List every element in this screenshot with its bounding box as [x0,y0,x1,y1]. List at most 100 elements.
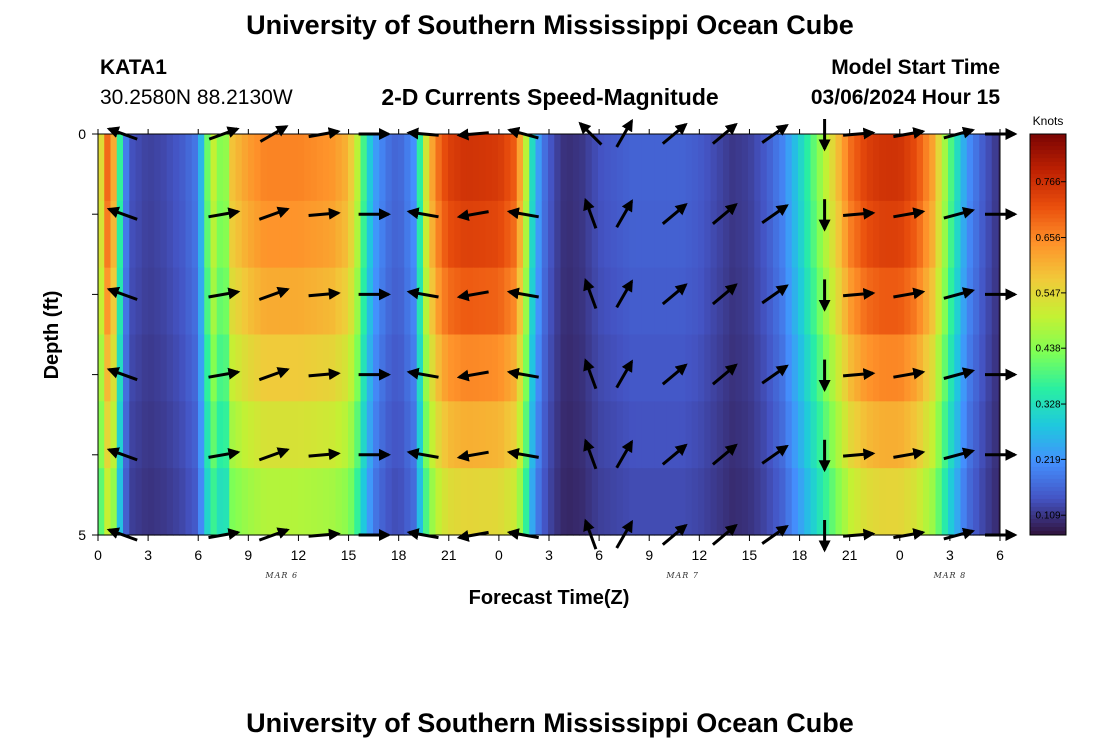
heatmap-cell [441,267,449,336]
heatmap-cell [748,334,755,402]
current-arrow [615,439,633,469]
colorbar-tick-label: 0.656 [1035,233,1060,244]
current-arrow [506,287,539,300]
heatmap-cell [429,134,437,202]
heatmap-cell [985,134,993,202]
heatmap-cell [385,334,393,402]
heatmap-cell [291,468,299,536]
heatmap-cell [123,401,130,469]
heatmap-cell [366,334,374,402]
x-tick-label: 15 [742,547,758,563]
current-arrow [456,369,489,382]
heatmap-cell [816,200,824,269]
colorbar-step [1030,186,1066,191]
colorbar-step [1030,346,1066,352]
heatmap-cell [891,267,899,336]
heatmap-cell [573,468,580,536]
heatmap-cell [354,134,362,202]
heatmap-cell [354,468,362,536]
heatmap-cell [110,401,118,469]
heatmap-cell [185,200,193,269]
heatmap-cell [423,200,430,269]
heatmap-cell [485,334,493,402]
heatmap-cell [923,200,930,269]
heatmap-cell [416,468,424,536]
heatmap-cell [316,267,324,336]
heatmap-cell [804,134,812,202]
heatmap-cell [123,267,130,336]
heatmap-cell [510,468,518,536]
heatmap-cell [604,267,612,336]
heatmap-cell [273,134,280,202]
heatmap-cell [185,334,193,402]
heatmap-cell [760,200,768,269]
colorbar-step [1030,478,1066,484]
heatmap-cell [135,401,143,469]
heatmap-cell [173,468,180,536]
heatmap-cell [285,200,293,269]
heatmap-cell [173,267,180,336]
heatmap-cell [948,468,955,536]
heatmap-cell [898,334,905,402]
heatmap-cell [123,134,130,202]
heatmap-cell [629,200,637,269]
heatmap-cell [498,267,505,336]
heatmap-cell [898,267,905,336]
heatmap-cell [598,401,605,469]
heatmap-cell [329,267,337,336]
heatmap-cell [223,468,230,536]
heatmap-cell [560,334,568,402]
current-vectors [106,118,1018,553]
colorbar-step [1030,522,1066,528]
heatmap-cell [591,200,599,269]
heatmap-cell [216,200,224,269]
heatmap-cell [198,267,205,336]
heatmap-cell [141,200,149,269]
heatmap-cell [410,134,418,202]
heatmap-cell [235,267,243,336]
heatmap-cell [129,401,137,469]
x-tick-label: 6 [595,547,603,563]
heatmap-cell [529,267,537,336]
heatmap-cell [635,200,643,269]
heatmap-cell [391,267,399,336]
heatmap-cell [554,200,562,269]
heatmap-cell [735,267,743,336]
heatmap-cell [404,267,412,336]
heatmap-cell [560,468,568,536]
heatmap-cell [298,334,305,402]
heatmap-cell [666,200,674,269]
heatmap-cell [910,334,918,402]
heatmap-cell [623,401,630,469]
heatmap-cell [573,200,580,269]
heatmap-cell [260,134,268,202]
heatmap-cell [610,134,618,202]
heatmap-cell [110,468,118,536]
heatmap-cell [535,401,543,469]
heatmap-cell [891,334,899,402]
heatmap-cell [673,401,680,469]
heatmap-cell [360,267,368,336]
heatmap-cell [404,334,412,402]
colorbar-step [1030,234,1066,239]
heatmap-cell [129,334,137,402]
heatmap-cell [904,468,912,536]
heatmap-cell [498,334,505,402]
colorbar-step [1030,490,1066,496]
heatmap-cell [573,267,580,336]
colorbar-step [1030,350,1066,356]
heatmap-cell [166,334,174,402]
heatmap-cell [466,334,474,402]
colorbar-step [1030,278,1066,283]
heatmap-cell [248,468,255,536]
heatmap-cell [116,267,124,336]
heatmap-cell [148,134,155,202]
heatmap-cell [135,134,143,202]
heatmap-cell [910,267,918,336]
heatmap-cell [260,200,268,269]
current-arrow [661,363,688,386]
heatmap-cell [554,267,562,336]
heatmap-cell [229,401,237,469]
heatmap-cell [441,134,449,202]
heatmap-cell [535,267,543,336]
